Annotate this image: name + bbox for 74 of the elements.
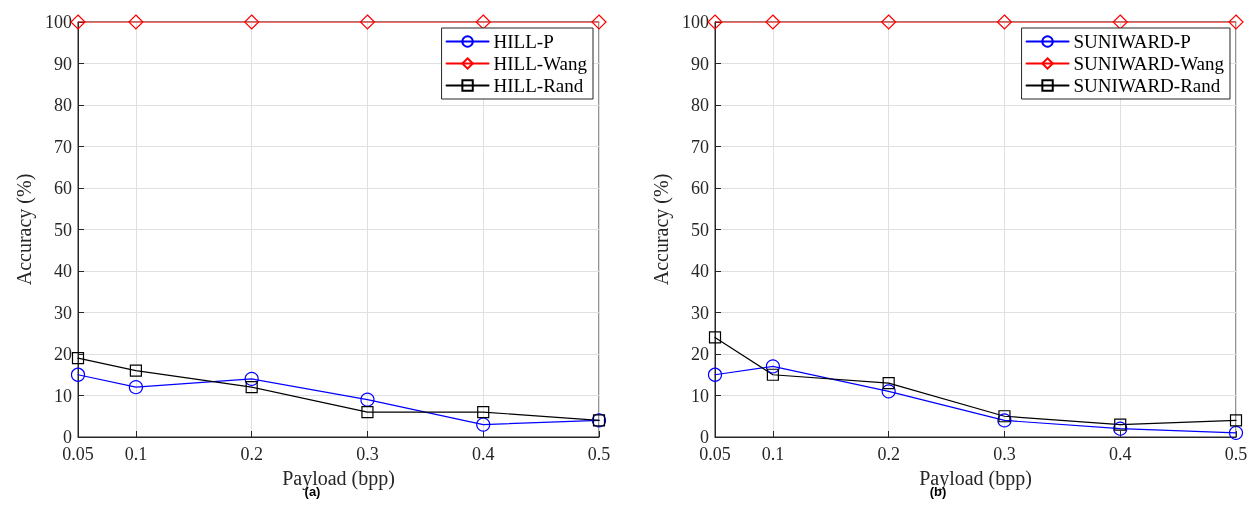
y-tick-label: 10 bbox=[691, 385, 709, 406]
point bbox=[1229, 414, 1243, 427]
x-tick-label: 0.5 bbox=[1224, 444, 1248, 464]
point bbox=[245, 381, 258, 394]
y-tick-label: 0 bbox=[700, 427, 709, 447]
y-tick-label: 0 bbox=[63, 427, 72, 447]
point bbox=[1112, 14, 1128, 30]
y-tick-label: 40 bbox=[691, 261, 709, 281]
legend-label: HILL-Wang bbox=[493, 53, 588, 74]
point bbox=[475, 14, 491, 30]
y-axis-title: Accuracy (%) bbox=[650, 173, 673, 286]
point bbox=[244, 14, 260, 30]
point bbox=[707, 367, 723, 382]
y-tick-label: 70 bbox=[691, 136, 709, 157]
x-tick-label: 0.2 bbox=[877, 444, 900, 464]
y-tick-label: 80 bbox=[54, 95, 72, 115]
x-tick-label: 0.1 bbox=[761, 444, 785, 464]
x-tick-label: 0.4 bbox=[1108, 444, 1132, 464]
point bbox=[766, 368, 779, 381]
y-tick-label: 20 bbox=[54, 344, 72, 364]
point bbox=[244, 371, 259, 386]
point bbox=[1228, 425, 1244, 440]
point bbox=[129, 364, 142, 377]
y-tick-label: 90 bbox=[54, 53, 72, 74]
point bbox=[1113, 421, 1128, 436]
y-tick-label: 70 bbox=[54, 136, 72, 157]
legend-label: SUNIWARD-Rand bbox=[1073, 75, 1221, 96]
y-tick-label: 100 bbox=[682, 12, 709, 32]
x-tick-label: 0.5 bbox=[587, 444, 611, 464]
legend-label: HILL-P bbox=[493, 31, 554, 52]
point bbox=[708, 331, 722, 344]
y-tick-label: 10 bbox=[54, 385, 72, 406]
point bbox=[128, 14, 144, 30]
y-tick-label: 20 bbox=[691, 344, 709, 364]
point bbox=[765, 14, 781, 30]
point bbox=[361, 406, 374, 419]
y-tick-label: 80 bbox=[691, 95, 709, 115]
x-tick-label: 0.4 bbox=[471, 444, 495, 464]
x-tick-label: 0.2 bbox=[240, 444, 263, 464]
point bbox=[765, 359, 780, 374]
legend-label: HILL-Rand bbox=[493, 75, 584, 96]
point bbox=[1114, 418, 1127, 431]
x-tick-label: 0.3 bbox=[356, 444, 379, 464]
y-tick-label: 100 bbox=[45, 12, 72, 32]
point bbox=[477, 406, 490, 419]
y-tick-label: 60 bbox=[691, 178, 709, 198]
point bbox=[360, 392, 375, 407]
x-tick-label: 0.05 bbox=[699, 444, 731, 464]
y-tick-label: 30 bbox=[54, 302, 72, 323]
x-tick-label: 0.1 bbox=[124, 444, 148, 464]
legend-label: SUNIWARD-Wang bbox=[1073, 53, 1225, 74]
point bbox=[996, 14, 1013, 30]
point bbox=[997, 413, 1012, 428]
point bbox=[1228, 14, 1244, 30]
y-tick-label: 50 bbox=[691, 219, 709, 240]
point bbox=[476, 417, 491, 432]
point bbox=[359, 14, 376, 30]
y-axis-title: Accuracy (%) bbox=[13, 173, 36, 286]
point bbox=[71, 352, 85, 365]
point bbox=[70, 367, 86, 382]
x-tick-label: 0.05 bbox=[62, 444, 94, 464]
point bbox=[882, 376, 895, 390]
y-tick-label: 90 bbox=[691, 53, 709, 74]
point bbox=[881, 384, 896, 399]
y-tick-label: 50 bbox=[54, 219, 72, 240]
y-tick-label: 30 bbox=[691, 302, 709, 323]
y-tick-label: 40 bbox=[54, 261, 72, 281]
point bbox=[881, 14, 897, 30]
x-tick-label: 0.3 bbox=[993, 444, 1016, 464]
point bbox=[128, 380, 143, 395]
point bbox=[998, 410, 1011, 423]
point bbox=[591, 14, 607, 30]
y-tick-label: 60 bbox=[54, 178, 72, 198]
legend-label: SUNIWARD-P bbox=[1073, 31, 1191, 52]
